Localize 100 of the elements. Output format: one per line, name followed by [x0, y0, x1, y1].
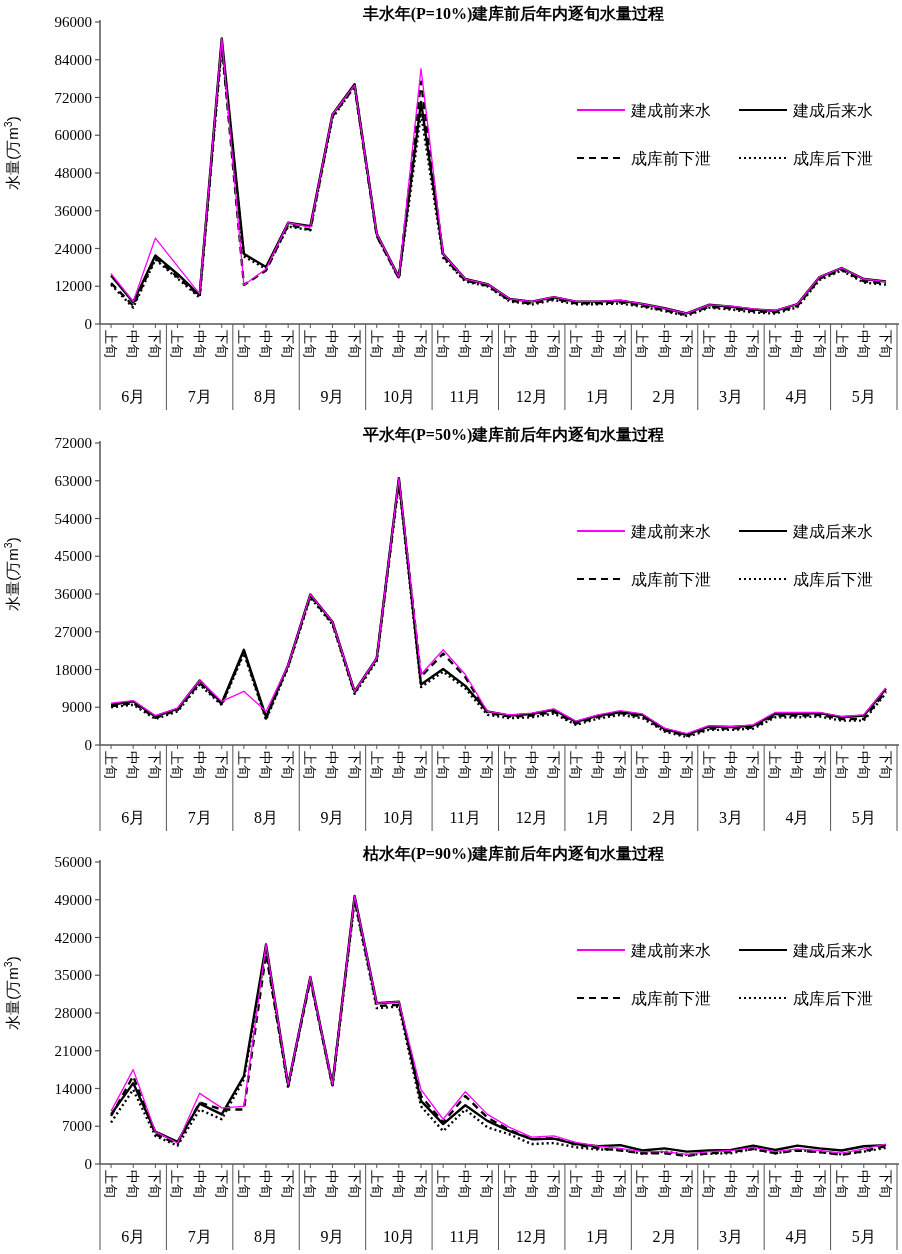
text: 2月 — [652, 809, 677, 826]
legend-label: 建成前来水 — [630, 102, 711, 119]
text: 12月 — [515, 388, 548, 405]
text: 3月 — [718, 388, 743, 405]
text: 9月 — [320, 1228, 345, 1245]
x-tick-label: 中旬 — [789, 751, 806, 779]
x-tick-label: 上旬 — [368, 1170, 385, 1198]
text: 7月 — [187, 1228, 212, 1245]
y-tick-label: 72000 — [54, 89, 92, 106]
legend-label: 建成前来水 — [630, 523, 711, 540]
x-tick-label: 下旬 — [147, 330, 164, 358]
legend-label: 建成后来水 — [792, 523, 873, 540]
text: 12月 — [515, 1228, 548, 1245]
text: 10月 — [382, 388, 415, 405]
x-tick-label: 上旬 — [302, 1170, 319, 1198]
x-tick-label: 上旬 — [169, 751, 186, 779]
x-tick-label: 中旬 — [590, 751, 607, 779]
x-tick-label: 上旬 — [767, 751, 784, 779]
y-tick-label: 96000 — [54, 14, 92, 30]
y-tick-label: 0 — [84, 1156, 92, 1172]
x-tick-label: 上旬 — [435, 751, 452, 779]
chart-title: 枯水年(P=90%)建库前后年内逐旬水量过程 — [361, 845, 665, 864]
text: 6月 — [121, 388, 146, 405]
x-tick-label: 上旬 — [501, 330, 518, 358]
text: 7月 — [187, 388, 212, 405]
x-tick-label: 上旬 — [567, 330, 584, 358]
y-tick-label: 14000 — [54, 1080, 92, 1097]
x-tick-label: 下旬 — [811, 1170, 828, 1198]
x-tick-label: 中旬 — [789, 330, 806, 358]
y-tick-label: 36000 — [54, 586, 92, 602]
x-tick-label: 上旬 — [368, 330, 385, 358]
x-tick-label: 中旬 — [324, 751, 341, 779]
x-tick-label: 上旬 — [368, 751, 385, 779]
y-tick-label: 54000 — [54, 510, 92, 527]
x-tick-label: 下旬 — [678, 1170, 695, 1198]
text: 1月 — [586, 388, 611, 405]
legend-label: 成库前下泄 — [631, 990, 711, 1007]
text: 2月 — [652, 388, 677, 405]
x-tick-label: 上旬 — [634, 1170, 651, 1198]
text: 6月 — [121, 809, 146, 826]
y-tick-label: 0 — [84, 316, 92, 332]
text: 3月 — [718, 809, 743, 826]
legend-label: 建成前来水 — [630, 942, 711, 959]
x-tick-label: 中旬 — [590, 1170, 607, 1198]
x-tick-label: 上旬 — [501, 1170, 518, 1198]
x-tick-label: 中旬 — [656, 751, 673, 779]
y-tick-label: 24000 — [54, 240, 92, 257]
x-tick-label: 下旬 — [678, 751, 695, 779]
x-tick-label: 下旬 — [413, 330, 430, 358]
text: 11月 — [449, 1228, 481, 1245]
text: 10月 — [382, 809, 415, 826]
legend-label: 建成后来水 — [792, 942, 873, 959]
x-tick-label: 下旬 — [877, 1170, 894, 1198]
x-tick-label: 中旬 — [125, 751, 142, 779]
x-tick-label: 中旬 — [191, 1170, 208, 1198]
x-tick-label: 下旬 — [545, 1170, 562, 1198]
x-tick-label: 中旬 — [191, 330, 208, 358]
y-tick-label: 84000 — [54, 51, 92, 68]
text: 1月 — [586, 1228, 611, 1245]
text: 4月 — [785, 809, 810, 826]
x-tick-label: 中旬 — [523, 330, 540, 358]
x-tick-label: 中旬 — [656, 1170, 673, 1198]
x-tick-label: 中旬 — [258, 330, 275, 358]
x-tick-label: 上旬 — [567, 1170, 584, 1198]
text: 5月 — [851, 1228, 876, 1245]
x-tick-label: 下旬 — [877, 751, 894, 779]
y-tick-label: 56000 — [54, 854, 92, 870]
x-tick-label: 上旬 — [302, 330, 319, 358]
y-tick-label: 28000 — [54, 1005, 92, 1021]
legend-label: 建成后来水 — [792, 102, 873, 119]
x-tick-label: 上旬 — [169, 1170, 186, 1198]
y-tick-label: 45000 — [54, 548, 92, 565]
x-tick-label: 上旬 — [435, 330, 452, 358]
legend-label: 成库后下泄 — [793, 571, 873, 588]
x-tick-label: 上旬 — [700, 330, 717, 358]
y-tick-label: 72000 — [54, 435, 92, 451]
x-tick-label: 下旬 — [877, 330, 894, 358]
x-tick-label: 中旬 — [125, 330, 142, 358]
x-tick-label: 中旬 — [722, 330, 739, 358]
y-tick-label: 36000 — [54, 202, 92, 219]
text: 10月 — [382, 1228, 415, 1245]
x-tick-label: 下旬 — [346, 751, 363, 779]
x-tick-label: 上旬 — [103, 751, 120, 779]
x-tick-label: 下旬 — [413, 1170, 430, 1198]
x-tick-label: 上旬 — [435, 1170, 452, 1198]
x-tick-label: 下旬 — [147, 751, 164, 779]
x-tick-label: 上旬 — [235, 330, 252, 358]
y-tick-label: 12000 — [54, 278, 92, 295]
x-tick-label: 上旬 — [235, 1170, 252, 1198]
x-tick-label: 下旬 — [745, 751, 762, 779]
x-tick-label: 下旬 — [213, 1170, 230, 1198]
x-tick-label: 下旬 — [678, 330, 695, 358]
x-tick-label: 上旬 — [767, 1170, 784, 1198]
x-tick-label: 上旬 — [103, 1170, 120, 1198]
x-tick-label: 中旬 — [191, 751, 208, 779]
x-tick-label: 中旬 — [390, 751, 407, 779]
x-tick-label: 中旬 — [390, 1170, 407, 1198]
x-tick-label: 下旬 — [479, 330, 496, 358]
text: 5月 — [851, 388, 876, 405]
x-tick-label: 下旬 — [545, 330, 562, 358]
